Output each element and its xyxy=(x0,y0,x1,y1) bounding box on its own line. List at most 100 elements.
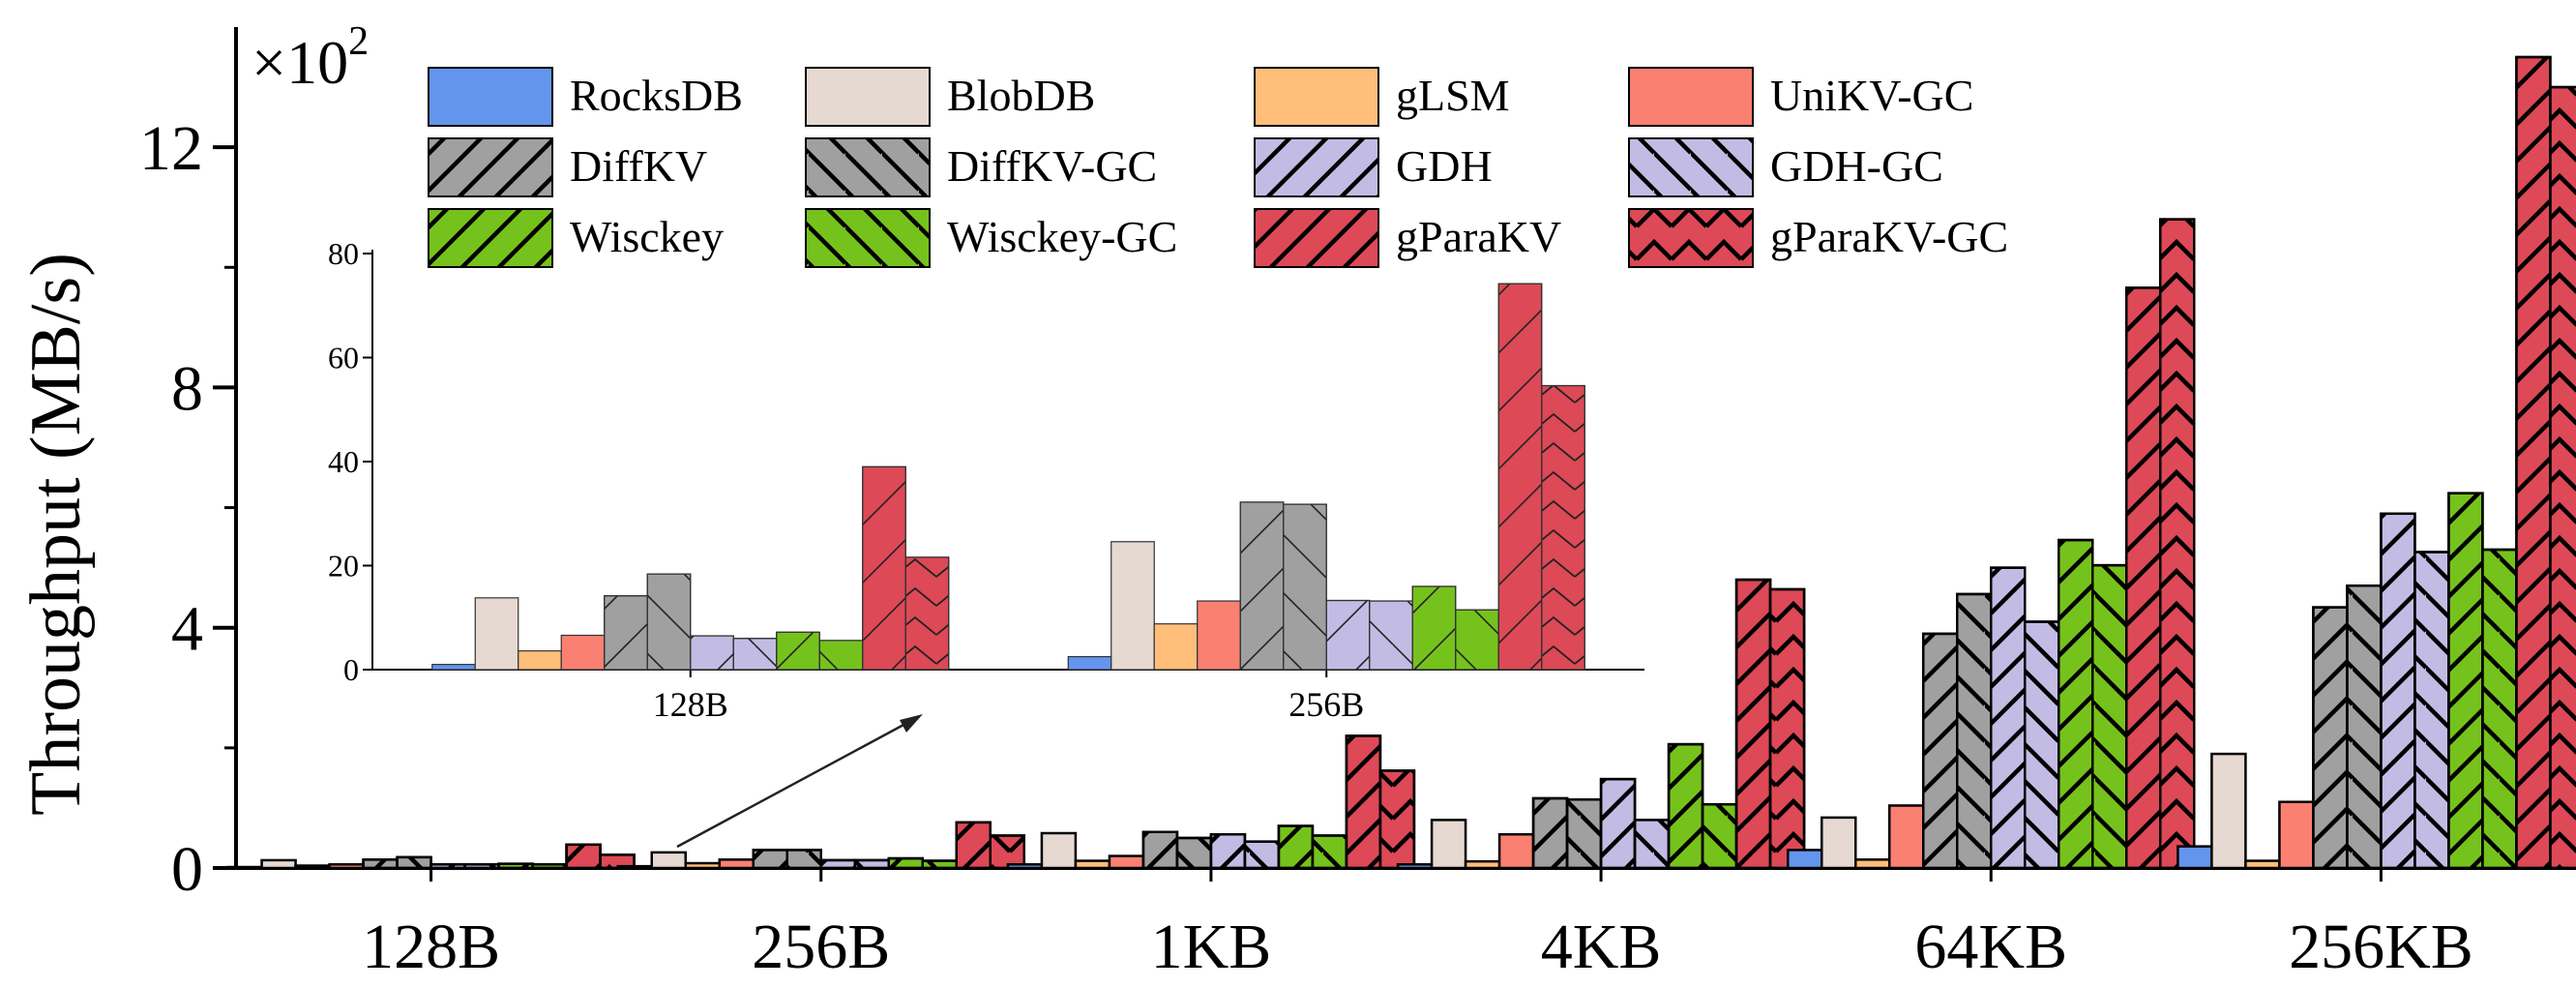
bar-diffkv-64kb xyxy=(1922,632,1959,870)
legend-swatch-hatch xyxy=(1254,208,1379,268)
bar-diffkv-gc-1kb xyxy=(1175,836,1213,870)
inset-bar-hatch xyxy=(1411,585,1457,671)
inset-bar-glsm-128b xyxy=(518,650,562,671)
bar-gparakv-gc-4kb xyxy=(1768,587,1806,870)
inset-bar-unikv-gc-256b xyxy=(1197,600,1241,671)
bar-diffkv-1kb xyxy=(1141,830,1179,870)
bar-wisckey-1kb xyxy=(1277,824,1315,870)
bar-wisckey-gc-128b xyxy=(531,863,568,870)
legend-item-diffkv: DiffKV xyxy=(428,137,707,197)
bar-hatch xyxy=(1378,769,1416,870)
bar-glsm-4kb xyxy=(1464,859,1501,870)
inset-bar-hatch xyxy=(1239,501,1285,671)
inset-bar-hatch xyxy=(732,638,778,671)
bar-hatch xyxy=(955,821,992,870)
bar-unikv-gc-1kb xyxy=(1108,854,1145,870)
bar-hatch xyxy=(1990,566,2027,870)
bar-gdh-gc-1kb xyxy=(1243,840,1281,870)
bar-hatch xyxy=(1922,632,1959,870)
legend-swatch-hatch xyxy=(1254,137,1379,197)
zoom-arrow-line xyxy=(676,722,906,849)
inset-bar-gparakv-gc-256b xyxy=(1541,384,1585,671)
inset-bar-diffkv-gc-256b xyxy=(1283,503,1327,671)
bar-hatch xyxy=(396,855,432,870)
bar-hatch xyxy=(463,863,500,870)
bar-hatch xyxy=(887,856,924,870)
inset-bar-blobdb-128b xyxy=(474,597,519,671)
bar-glsm-128b xyxy=(294,864,331,870)
legend: RocksDB BlobDB gLSM UniKV-GC DiffKV DiffKV-GC… xyxy=(428,67,2008,268)
bar-hatch xyxy=(1734,578,1772,870)
y-tick-label: 12 xyxy=(139,113,203,184)
bar-unikv-gc-256b xyxy=(718,858,755,870)
legend-label: gParaKV xyxy=(1396,212,1561,261)
y-multiplier: ×102 xyxy=(252,19,369,97)
bar-blobdb-64kb xyxy=(1821,816,1857,870)
legend-label: Wisckey xyxy=(570,212,724,261)
inset-bar-wisckey-gc-256b xyxy=(1455,609,1499,671)
inset-bar-fill xyxy=(474,597,519,671)
bar-fill xyxy=(328,863,365,870)
bar-diffkv-gc-4kb xyxy=(1565,797,1603,870)
bar-hatch xyxy=(921,859,958,870)
inset-bar-gdh-128b xyxy=(690,635,734,671)
bar-hatch xyxy=(497,862,534,870)
bar-glsm-256b xyxy=(684,861,721,870)
bar-diffkv-gc-256b xyxy=(785,849,822,870)
bar-wisckey-gc-1kb xyxy=(1311,834,1348,870)
legend-swatch xyxy=(805,67,931,127)
bar-fill xyxy=(650,851,687,870)
inset-x-tick-label: 256B xyxy=(1288,685,1364,724)
bar-glsm-1kb xyxy=(1074,859,1111,870)
bar-blobdb-256b xyxy=(650,851,687,870)
bar-hatch xyxy=(1701,802,1738,870)
bar-gparakv-gc-1kb xyxy=(1378,769,1416,870)
bar-fill xyxy=(718,858,755,870)
bar-fill xyxy=(2210,752,2247,870)
bar-fill xyxy=(294,864,331,870)
inset-bar-hatch xyxy=(690,635,734,671)
inset-bar-hatch xyxy=(818,640,864,671)
y-multiplier-base: ×10 xyxy=(252,28,348,97)
inset-bar-hatch xyxy=(904,556,950,671)
inset-bar-gdh-256b xyxy=(1325,599,1371,671)
bar-fill xyxy=(1854,858,1891,870)
bar-fill xyxy=(1787,849,1823,870)
bar-hatch xyxy=(1667,742,1704,870)
bar-blobdb-128b xyxy=(260,858,297,870)
bar-hatch xyxy=(853,858,890,870)
bar-fill xyxy=(2278,800,2315,870)
bar-fill xyxy=(260,858,297,870)
legend-swatch-hatch xyxy=(1628,208,1754,268)
y-tick-label: 8 xyxy=(171,353,203,424)
bar-diffkv-4kb xyxy=(1531,796,1569,870)
bar-hatch xyxy=(2549,85,2576,870)
x-tick-label: 4KB xyxy=(1541,912,1662,982)
inset-bar-gparakv-128b xyxy=(862,465,906,671)
bar-blobdb-4kb xyxy=(1430,819,1467,870)
inset-bar-gdh-gc-128b xyxy=(732,638,778,671)
inset-bar-hatch xyxy=(1541,384,1585,671)
inset-bar-fill xyxy=(1153,623,1199,671)
bar-hatch xyxy=(2159,218,2196,870)
inset-bar-fill xyxy=(431,664,476,671)
bar-unikv-gc-4kb xyxy=(1497,832,1535,870)
bar-fill xyxy=(226,865,263,870)
bar-unikv-gc-256kb xyxy=(2278,800,2315,870)
bar-hatch xyxy=(1311,834,1348,870)
legend-swatch-hatch xyxy=(1628,137,1754,197)
bar-fill xyxy=(616,864,653,870)
bar-wisckey-gc-256b xyxy=(921,859,958,870)
inset-bar-hatch xyxy=(862,465,906,671)
bar-rocksdb-256b xyxy=(616,864,653,870)
y-tick-label: 0 xyxy=(171,834,203,905)
bar-gdh-1kb xyxy=(1209,832,1247,870)
inset-bar-hatch xyxy=(1369,600,1413,671)
bar-hatch xyxy=(1768,587,1806,870)
bar-gparakv-1kb xyxy=(1345,734,1382,870)
inset-bar-glsm-256b xyxy=(1153,623,1199,671)
inset-bar-fill xyxy=(1067,655,1112,671)
bar-hatch xyxy=(2058,538,2094,870)
bar-gdh-4kb xyxy=(1599,777,1637,870)
bar-hatch xyxy=(565,843,602,870)
